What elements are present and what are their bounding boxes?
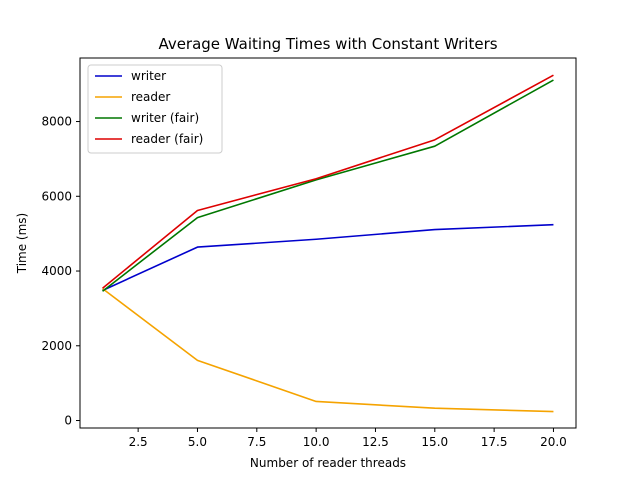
series-line-writer-fair	[102, 79, 554, 292]
legend-box	[87, 64, 223, 154]
legend-label-writer-fair: writer (fair)	[131, 111, 199, 125]
y-tick-label: 0	[64, 414, 72, 428]
y-tick-label: 8000	[41, 115, 72, 129]
y-tick-label: 2000	[41, 339, 72, 353]
chart-title: Average Waiting Times with Constant Writ…	[158, 35, 497, 53]
series-line-reader	[102, 287, 554, 413]
legend: writer reader writer (fair) reader (fair)	[87, 64, 223, 154]
x-tick-label: 5.0	[188, 435, 207, 449]
ticks-layer: 2.5 5.0 7.5 10.0 12.5 15.0 17.5 20.0 0 2000 4000 60…	[41, 115, 566, 449]
x-tick-label: 12.5	[362, 435, 389, 449]
y-axis-label: Time (ms)	[15, 213, 29, 275]
y-tick-label: 6000	[41, 189, 72, 203]
x-tick-label: 17.5	[481, 435, 508, 449]
x-tick-label: 10.0	[303, 435, 330, 449]
legend-label-reader-fair: reader (fair)	[131, 132, 203, 146]
legend-label-reader: reader	[131, 90, 170, 104]
x-tick-label: 20.0	[540, 435, 567, 449]
x-axis-label: Number of reader threads	[250, 456, 406, 470]
series-layer	[102, 74, 554, 413]
series-line-writer	[102, 223, 554, 292]
x-tick-label: 2.5	[129, 435, 148, 449]
x-tick-label: 15.0	[421, 435, 448, 449]
x-tick-label: 7.5	[247, 435, 266, 449]
series-line-reader-fair	[102, 74, 554, 289]
legend-label-writer: writer	[131, 69, 166, 83]
plot-area-frame	[79, 57, 577, 429]
y-tick-label: 4000	[41, 264, 72, 278]
